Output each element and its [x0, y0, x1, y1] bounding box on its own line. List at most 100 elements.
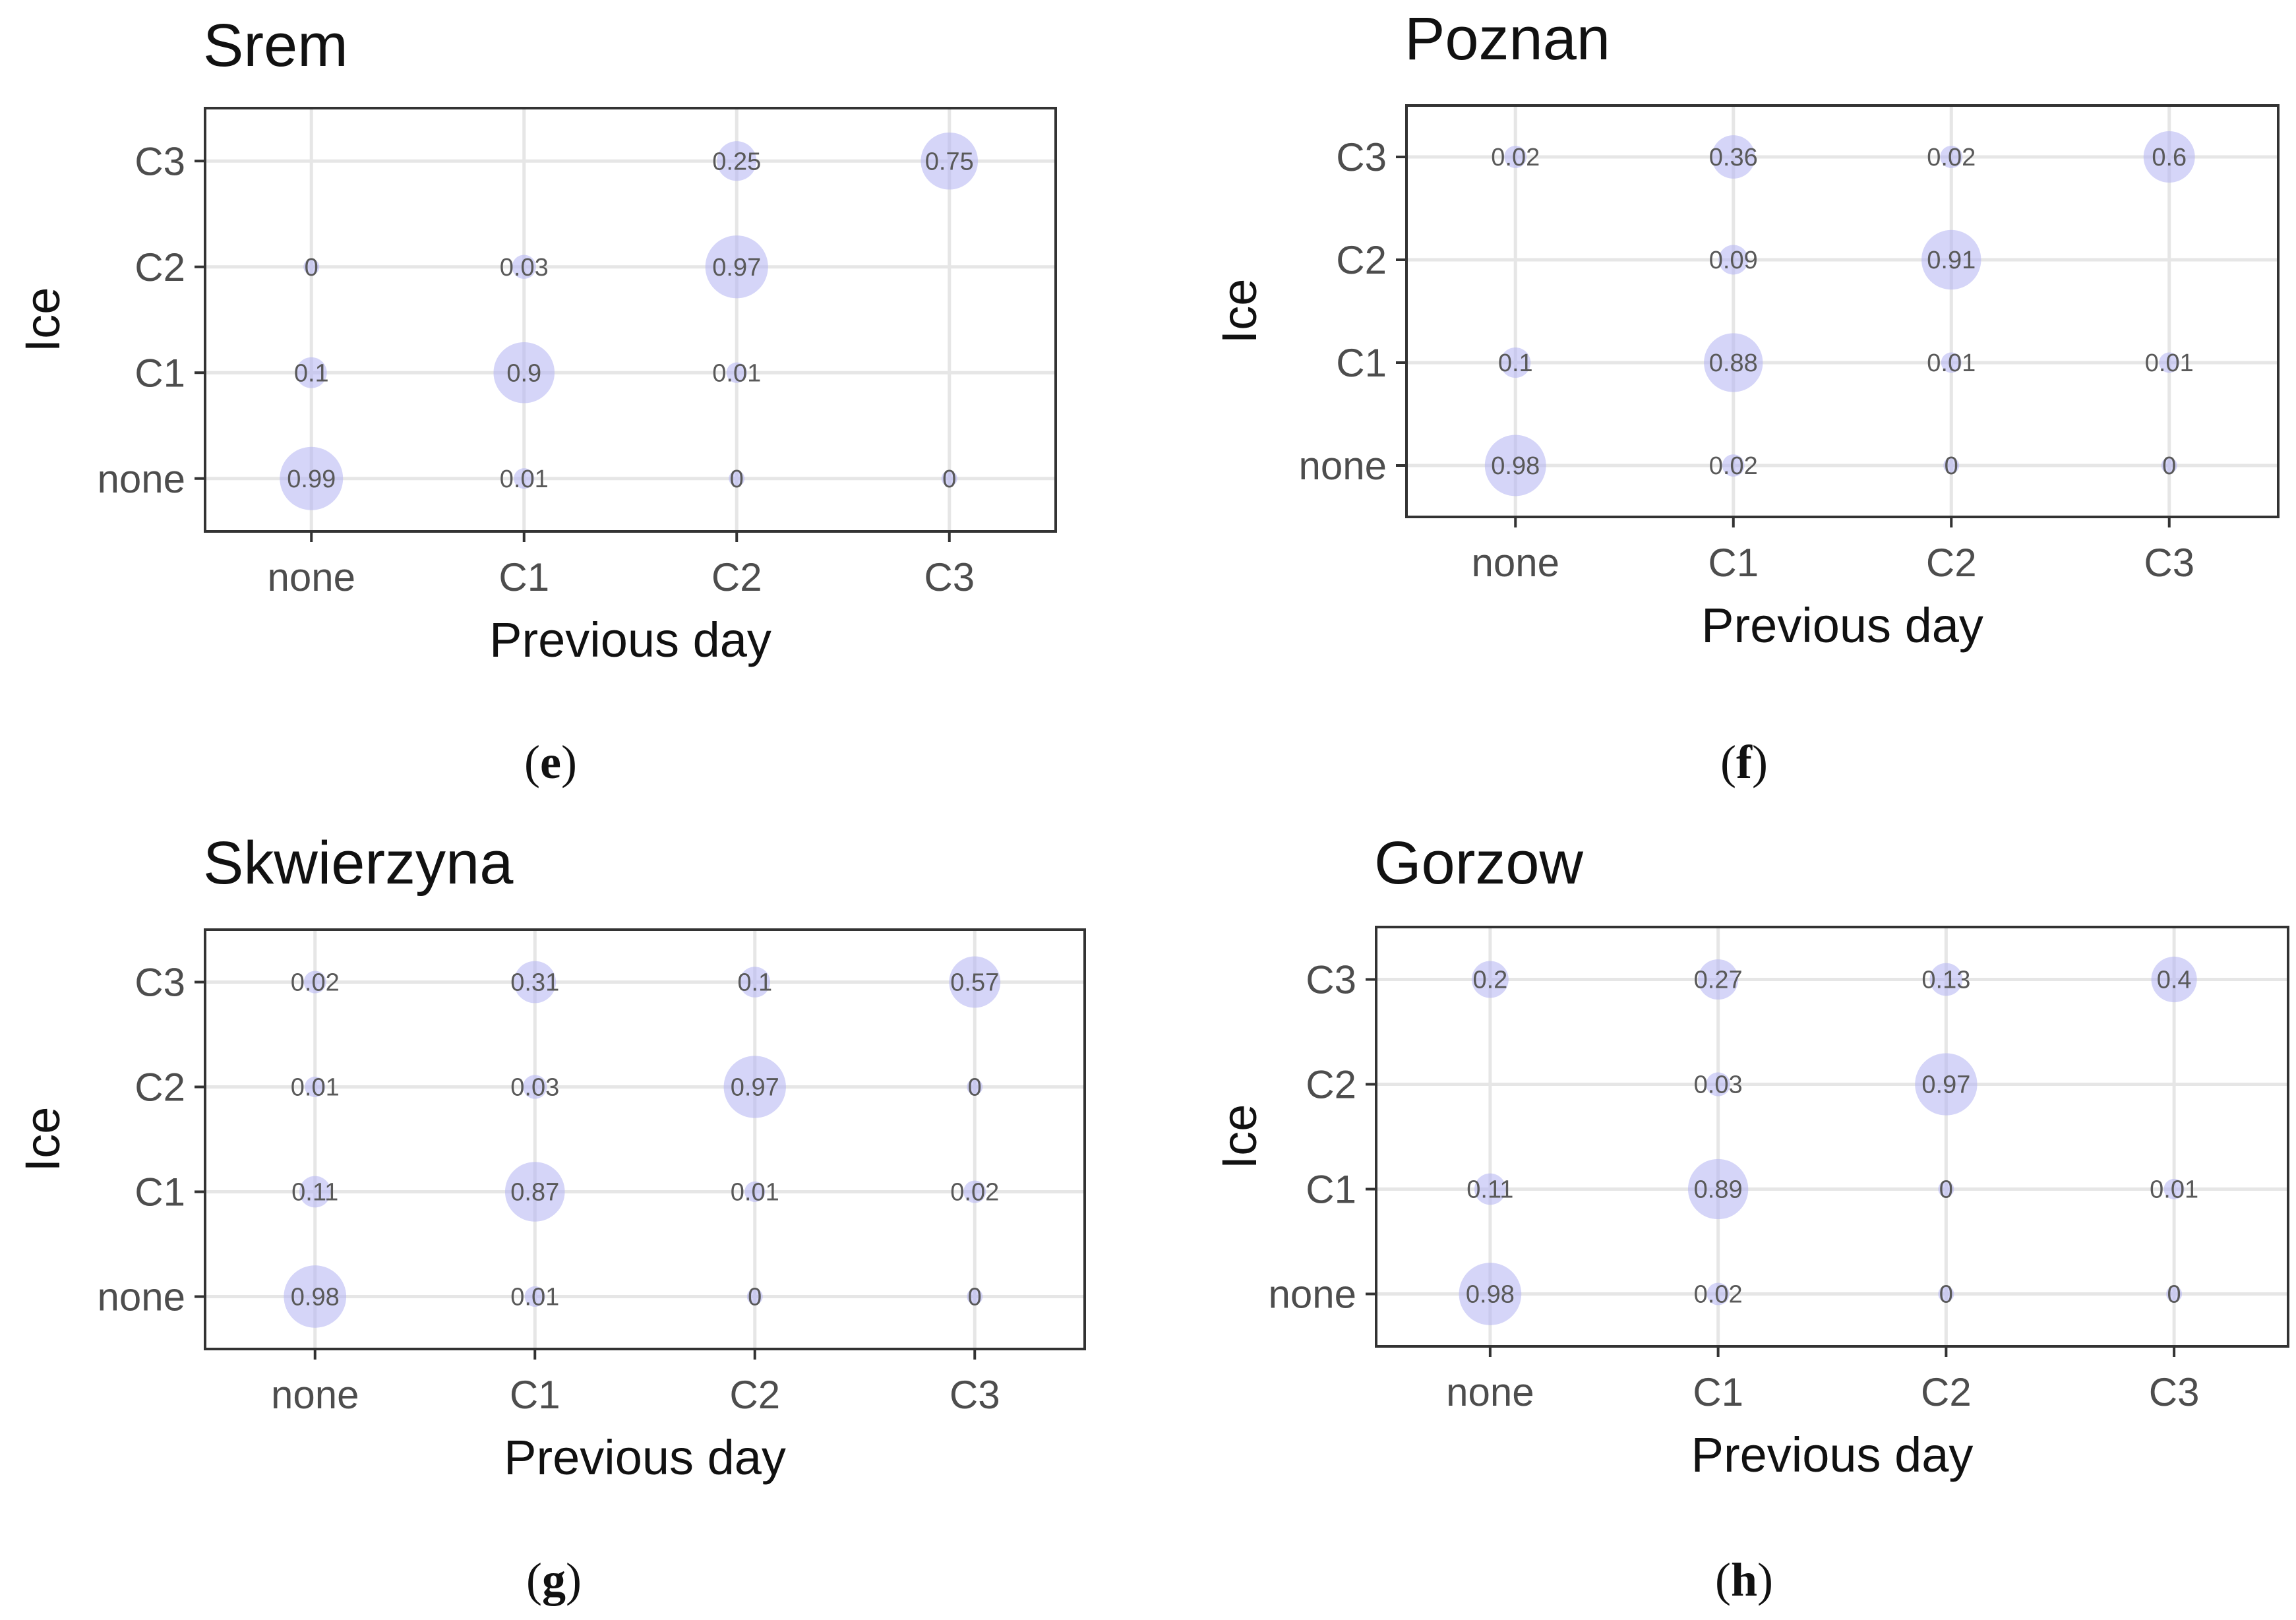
- y-tick-label: C1: [1336, 341, 1387, 385]
- bubble: [967, 1079, 983, 1095]
- bubble: [524, 1286, 545, 1307]
- bubble: [2151, 956, 2197, 1003]
- bubble: [493, 342, 555, 404]
- x-tick-label: C3: [2149, 1370, 2200, 1414]
- data-label: 0: [730, 465, 744, 493]
- y-axis-label: Ice: [1212, 279, 1267, 344]
- y-tick-label: none: [98, 457, 185, 501]
- data-label: 0.01: [500, 465, 549, 493]
- panel-skwierzyna: Skwierzyna 0.98 0.11 0.01 0.02 0.01 0.87 0.03 0.…: [15, 829, 1086, 1606]
- data-label: 0.02: [1709, 452, 1758, 480]
- chart-title: Poznan: [1405, 5, 1610, 73]
- y-tick-label: C3: [135, 139, 185, 183]
- plot-frame: [204, 928, 1086, 1350]
- y-tick-label: C2: [1336, 238, 1387, 282]
- bubble: [2163, 1178, 2185, 1200]
- data-label: 0.11: [291, 1179, 338, 1207]
- panel-label: (f): [1720, 736, 1768, 789]
- chart-title: Gorzow: [1374, 829, 1584, 897]
- data-label: 0.97: [712, 254, 761, 282]
- bubble: [2159, 352, 2180, 373]
- x-tick-label: C1: [1708, 541, 1759, 585]
- data-label: 0.99: [287, 465, 336, 493]
- bubble: [726, 362, 747, 383]
- data-label: 0: [1939, 1176, 1953, 1204]
- bubble: [1504, 146, 1527, 168]
- bubble: [1706, 1072, 1730, 1096]
- x-tick-label: none: [268, 555, 355, 599]
- data-label: 0.4: [2157, 967, 2192, 994]
- bubble: [512, 255, 537, 280]
- data-label: 0.97: [1921, 1071, 1970, 1099]
- data-label: 0.09: [1709, 247, 1758, 274]
- x-tick-label: none: [1446, 1370, 1534, 1414]
- bubble: [1711, 135, 1755, 179]
- data-label: 0: [968, 1074, 982, 1102]
- data-label: 0.03: [500, 254, 549, 282]
- bubble: [739, 967, 771, 998]
- bubble: [1500, 347, 1531, 378]
- bubble: [1929, 963, 1963, 996]
- x-tick-label: C3: [950, 1373, 1000, 1417]
- x-axis-label: Previous day: [489, 613, 771, 667]
- bubble: [746, 1288, 763, 1305]
- bubble: [2161, 458, 2177, 473]
- data-label: 0: [2162, 452, 2176, 480]
- data-label: 0.91: [1927, 247, 1976, 274]
- y-tick-label: none: [1299, 444, 1387, 488]
- data-label: 0.75: [925, 148, 974, 175]
- data-label: 0: [305, 254, 318, 282]
- data-label: 0.01: [731, 1179, 779, 1207]
- plot-frame: [1405, 104, 2280, 518]
- x-tick-label: C1: [498, 555, 549, 599]
- y-axis-label: Ice: [15, 1107, 70, 1172]
- x-tick-label: C3: [924, 555, 975, 599]
- x-tick-label: C2: [729, 1373, 780, 1417]
- bubble: [303, 971, 326, 994]
- y-tick-label: C3: [1336, 135, 1387, 179]
- bubble: [744, 1181, 766, 1203]
- bubble: [921, 132, 979, 190]
- data-label: 0.98: [1466, 1281, 1515, 1309]
- x-tick-label: C1: [510, 1373, 560, 1417]
- bubble: [1941, 352, 1962, 373]
- bubble: [1484, 435, 1546, 496]
- data-label: 0: [942, 465, 956, 493]
- data-label: 0.03: [510, 1074, 559, 1102]
- panel-gorzow: Gorzow 0.98 0.11 0.2 0.02 0.89 0.03 0.27 0 0 0.97 0…: [1212, 829, 2289, 1606]
- data-label: 0.25: [712, 148, 761, 175]
- data-label: 0: [2167, 1281, 2181, 1309]
- bubble: [295, 357, 327, 388]
- panel-label: (g): [526, 1553, 582, 1606]
- bubble: [514, 961, 557, 1004]
- bubble: [1938, 1181, 1954, 1197]
- data-label: 0.27: [1694, 967, 1743, 994]
- data-label: 0.9: [506, 359, 541, 387]
- bubble: [1459, 1263, 1522, 1325]
- y-tick-label: C2: [135, 1065, 185, 1110]
- bubble: [1471, 961, 1509, 998]
- data-label: 0.01: [510, 1284, 559, 1311]
- bubble: [963, 1180, 986, 1203]
- bubble: [729, 470, 745, 487]
- x-tick-label: C1: [1693, 1370, 1743, 1414]
- x-tick-label: C2: [711, 555, 762, 599]
- bubble: [305, 1076, 326, 1098]
- plot-frame: [204, 107, 1057, 533]
- bubble: [705, 235, 768, 299]
- data-label: 0.1: [1498, 349, 1533, 377]
- y-tick-label: C1: [135, 1170, 185, 1215]
- data-label: 0.57: [950, 969, 999, 997]
- data-label: 0: [1945, 452, 1958, 480]
- data-label: 0.1: [294, 359, 329, 387]
- data-label: 0.6: [2152, 144, 2187, 171]
- data-label: 0.02: [950, 1179, 999, 1207]
- bubble: [299, 1176, 331, 1208]
- x-axis-label: Previous day: [1691, 1427, 1974, 1482]
- x-axis-label: Previous day: [1701, 598, 1983, 653]
- bubble: [1704, 333, 1763, 392]
- x-tick-label: none: [1472, 541, 1559, 585]
- bubble: [1940, 146, 1963, 168]
- y-tick-label: C1: [135, 351, 185, 395]
- y-axis-label: Ice: [15, 287, 70, 353]
